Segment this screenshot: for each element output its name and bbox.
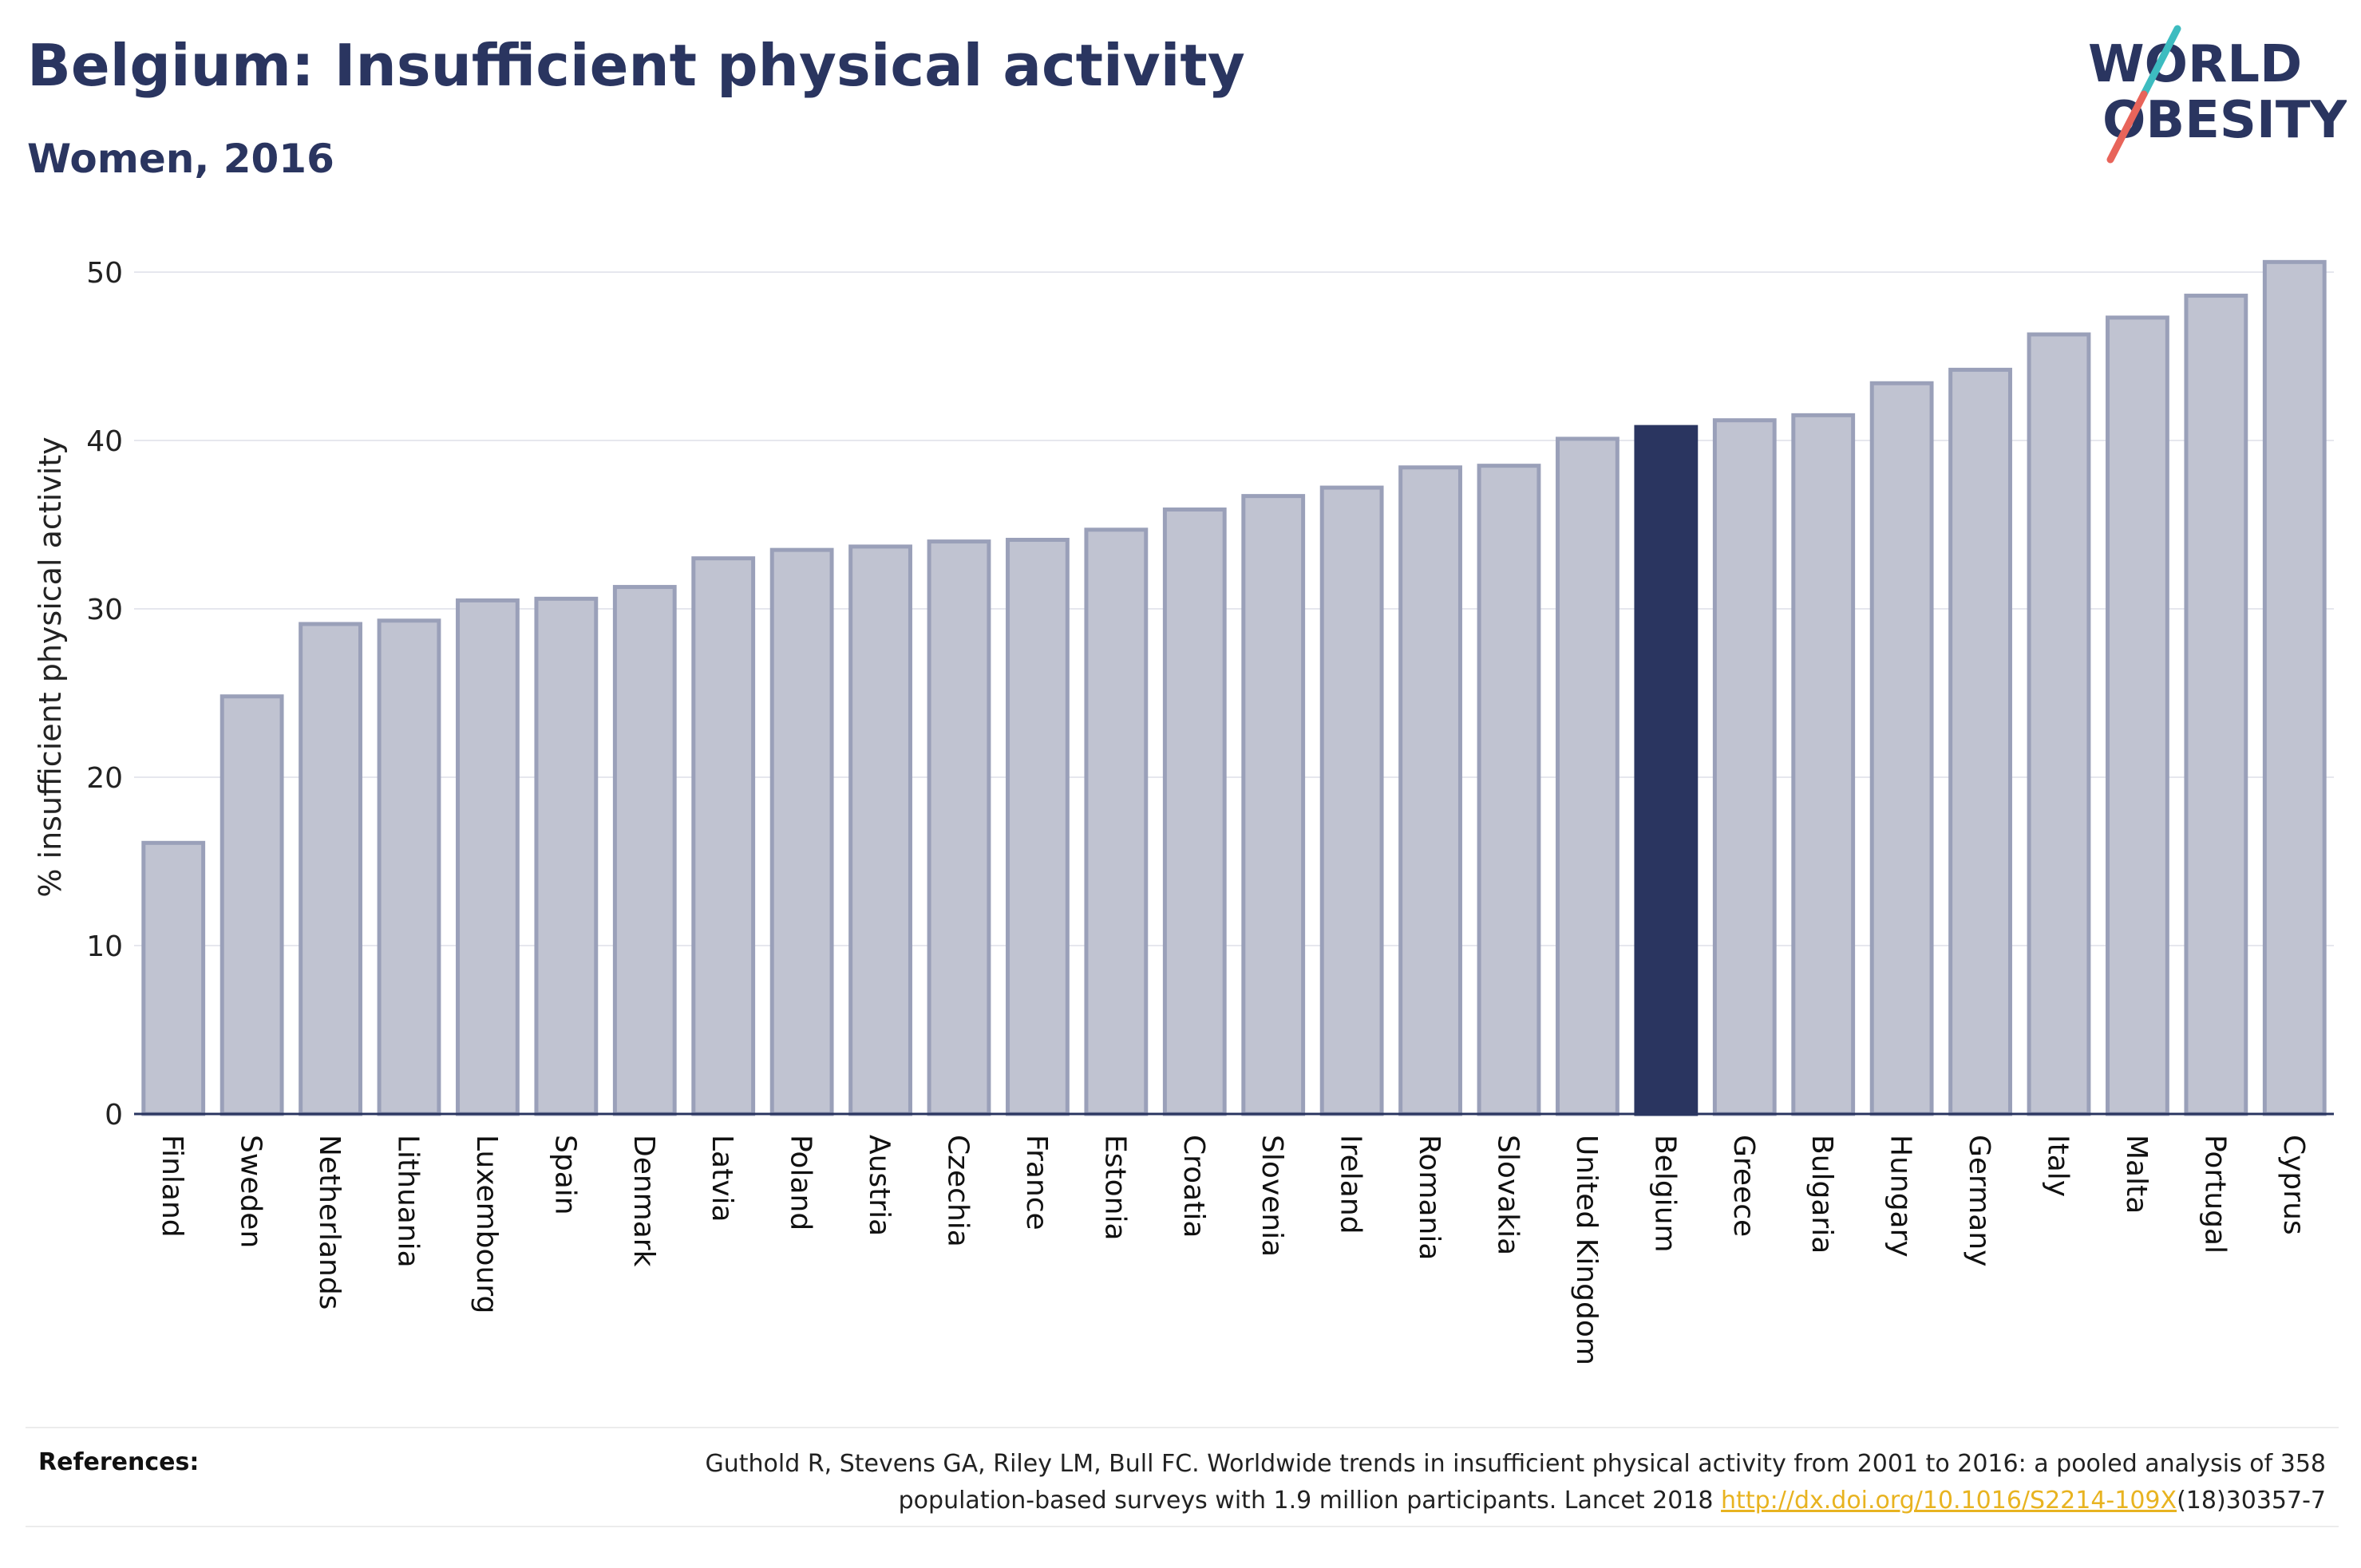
- y-tick-label: 50: [86, 257, 123, 290]
- logo-slash-coral: [2106, 90, 2148, 164]
- bar-hungary: [1869, 381, 1934, 1116]
- reference-doi-link[interactable]: http://dx.doi.org/10.1016/S2214-109X: [1721, 1487, 2177, 1515]
- x-tick-label: Finland: [156, 1135, 188, 1238]
- y-axis-label: % insufficient physical activity: [33, 436, 68, 897]
- bar-poland: [769, 547, 834, 1116]
- x-tick-label: Denmark: [627, 1135, 660, 1267]
- x-tick-label: Malta: [2120, 1135, 2153, 1214]
- bar-greece: [1712, 418, 1777, 1116]
- x-tick-label: Belgium: [1648, 1135, 1681, 1253]
- references-top-rule: [26, 1427, 2339, 1428]
- x-tick-label: Austria: [863, 1135, 896, 1236]
- bar-austria: [848, 544, 912, 1116]
- x-tick-label: Slovakia: [1492, 1135, 1525, 1255]
- reference-citation: Guthold R, Stevens GA, Riley LM, Bull FC…: [705, 1450, 2326, 1515]
- bar-france: [1006, 537, 1070, 1116]
- x-tick-label: Italy: [2042, 1135, 2074, 1197]
- logo-slash-teal: [2140, 25, 2181, 98]
- bar-portugal: [2184, 294, 2248, 1116]
- x-tick-label: Cyprus: [2277, 1135, 2310, 1235]
- bar-estonia: [1084, 527, 1149, 1116]
- bar-denmark: [612, 585, 677, 1116]
- x-tick-label: Romania: [1413, 1135, 1445, 1260]
- logo-line-world: WORLD: [2088, 35, 2302, 94]
- y-tick-label: 0: [105, 1099, 123, 1132]
- bar-netherlands: [299, 622, 362, 1116]
- y-tick-label: 40: [86, 425, 123, 458]
- bar-sweden: [219, 694, 284, 1116]
- x-tick-label: Luxembourg: [470, 1135, 503, 1313]
- y-tick-label: 10: [86, 930, 123, 963]
- x-tick-label: Estonia: [1098, 1135, 1131, 1241]
- bar-bulgaria: [1791, 413, 1856, 1116]
- x-tick-label: Latvia: [706, 1135, 738, 1222]
- bar-lithuania: [377, 618, 441, 1116]
- x-tick-label: Croatia: [1177, 1135, 1210, 1238]
- y-tick-label: 20: [86, 762, 123, 795]
- tick-labels: 0 10 20 30 40 50 Finland Sweden Netherlands Lithu…: [86, 257, 2310, 1365]
- references-text: Guthold R, Stevens GA, Riley LM, Bull FC…: [570, 1446, 2326, 1519]
- bar-malta: [2106, 315, 2169, 1116]
- reference-citation-suffix: (18)30357-7: [2177, 1487, 2326, 1515]
- x-tick-label: Spain: [548, 1135, 581, 1215]
- x-tick-label: France: [1020, 1135, 1053, 1230]
- bar-latvia: [691, 556, 756, 1116]
- world-obesity-logo: WORLD OBESITY: [2088, 25, 2347, 164]
- x-tick-label: Bulgaria: [1805, 1135, 1838, 1254]
- bar-germany: [1948, 367, 2012, 1116]
- bar-ireland: [1319, 485, 1384, 1116]
- bar-belgium: [1634, 425, 1699, 1116]
- bar-luxembourg: [456, 598, 520, 1116]
- bar-spain: [534, 596, 599, 1116]
- x-tick-label: Hungary: [1884, 1135, 1917, 1258]
- x-tick-label: Slovenia: [1256, 1135, 1288, 1257]
- page-subtitle: Women, 2016: [27, 136, 334, 182]
- bar-chart: 0 10 20 30 40 50 Finland Sweden Netherlands Lithu…: [33, 257, 2334, 1365]
- bar-slovenia: [1241, 494, 1306, 1116]
- x-tick-label: Greece: [1727, 1135, 1760, 1237]
- x-tick-label: Poland: [785, 1135, 817, 1230]
- x-tick-label: Portugal: [2198, 1135, 2231, 1254]
- bar-italy: [2027, 332, 2091, 1116]
- bar-united-kingdom: [1556, 436, 1619, 1116]
- bar-cyprus: [2262, 259, 2327, 1116]
- x-tick-label: Germany: [1963, 1135, 1995, 1266]
- x-tick-label: United Kingdom: [1570, 1135, 1603, 1365]
- references-bottom-rule: [26, 1526, 2339, 1527]
- bar-croatia: [1162, 508, 1227, 1116]
- page-title: Belgium: Insufficient physical activity: [27, 32, 1245, 99]
- x-tick-label: Netherlands: [313, 1135, 346, 1309]
- x-tick-label: Sweden: [235, 1135, 267, 1248]
- y-tick-label: 30: [86, 594, 123, 626]
- bar-romania: [1398, 465, 1462, 1116]
- bar-finland: [141, 840, 206, 1116]
- bar-czechia: [927, 539, 991, 1116]
- x-tick-label: Ireland: [1335, 1135, 1367, 1234]
- bars: [141, 259, 2327, 1116]
- bar-slovakia: [1477, 464, 1541, 1116]
- x-tick-label: Czechia: [942, 1135, 975, 1247]
- x-tick-label: Lithuania: [392, 1135, 425, 1268]
- references-label: References:: [38, 1448, 200, 1476]
